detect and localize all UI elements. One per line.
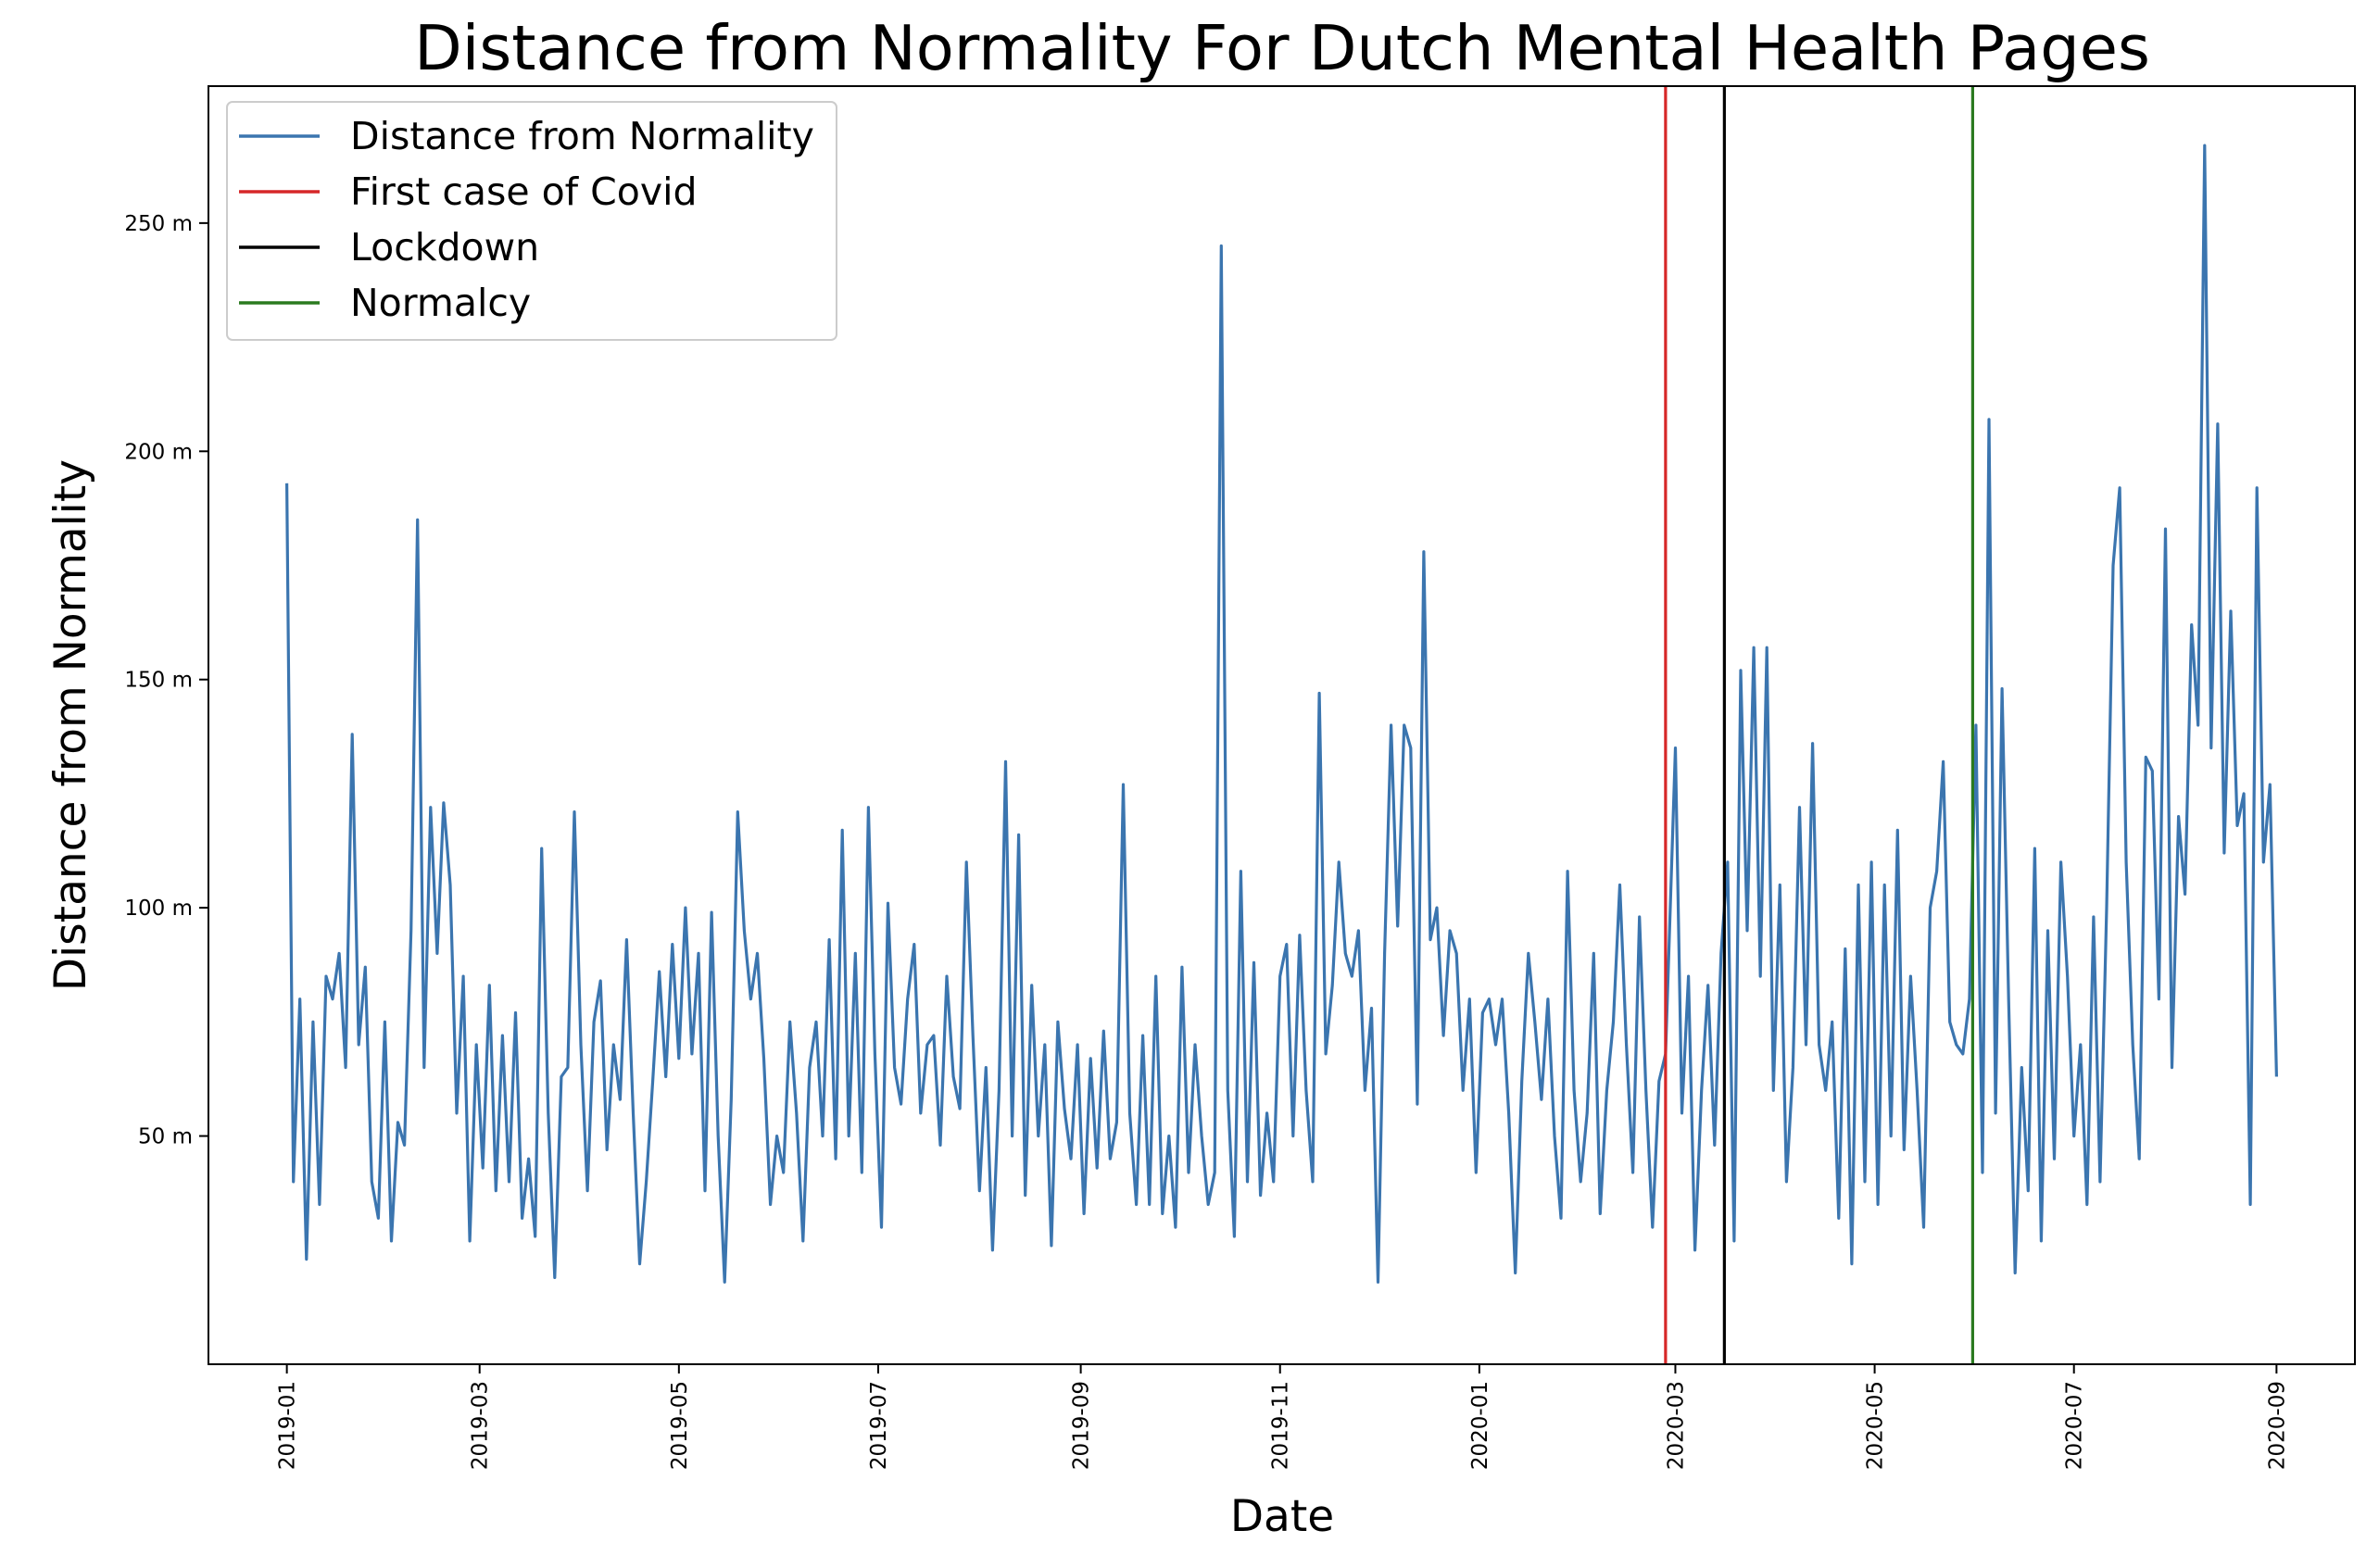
x-axis: 2019-01 2019-03 2019-05 2019-07 2019-09 2019-… xyxy=(276,1364,2289,1470)
legend-label: Lockdown xyxy=(350,225,539,270)
legend-label: First case of Covid xyxy=(350,169,698,214)
event-lines xyxy=(1664,86,1974,1364)
x-axis-label: Date xyxy=(1230,1491,1334,1542)
x-tick-label: 2019-09 xyxy=(1070,1381,1094,1470)
y-tick-label: 100 m xyxy=(124,897,193,921)
x-tick-label: 2020-09 xyxy=(2265,1381,2289,1470)
series-line-distance-from-normality xyxy=(285,144,2278,1284)
legend-box xyxy=(226,101,837,341)
y-axis: 50 m 100 m 150 m 200 m 250 m xyxy=(124,212,208,1149)
y-tick-label: 200 m xyxy=(124,440,193,464)
y-axis-label: Distance from Normality xyxy=(45,459,96,991)
x-tick-label: 2019-05 xyxy=(668,1381,692,1470)
x-tick-label: 2019-03 xyxy=(469,1381,493,1470)
legend-entries: Distance from Normality First case of Cov… xyxy=(239,114,814,325)
x-tick-label: 2020-03 xyxy=(1664,1381,1688,1470)
plot-border xyxy=(208,85,2356,1365)
chart-title: Distance from Normality For Dutch Mental… xyxy=(414,12,2150,84)
y-tick-label: 50 m xyxy=(138,1125,193,1149)
x-tick-label: 2020-05 xyxy=(1864,1381,1888,1470)
series-layer xyxy=(285,144,2278,1284)
x-tick-label: 2019-01 xyxy=(276,1381,300,1470)
legend-label: Normalcy xyxy=(350,281,531,325)
y-tick-label: 250 m xyxy=(124,212,193,236)
legend: Distance from Normality First case of Cov… xyxy=(226,101,837,341)
x-tick-label: 2019-11 xyxy=(1269,1381,1293,1470)
x-tick-label: 2020-07 xyxy=(2063,1381,2087,1470)
x-tick-label: 2020-01 xyxy=(1468,1381,1492,1470)
y-tick-label: 150 m xyxy=(124,669,193,693)
x-tick-label: 2019-07 xyxy=(867,1381,891,1470)
legend-label: Distance from Normality xyxy=(350,114,814,158)
